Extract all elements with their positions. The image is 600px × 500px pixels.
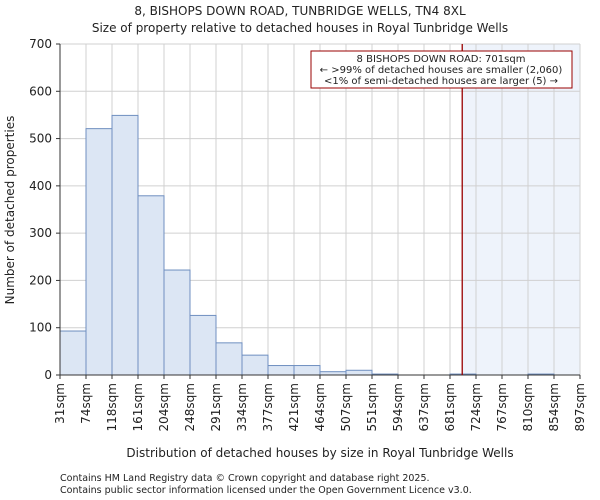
x-tick-label: 551sqm bbox=[365, 383, 379, 431]
bar-31sqm bbox=[59, 330, 87, 376]
x-tick-label: 897sqm bbox=[573, 383, 587, 431]
y-tick-label: 300 bbox=[29, 226, 52, 240]
x-tick-label: 248sqm bbox=[183, 383, 197, 431]
x-tick-label: 637sqm bbox=[417, 383, 431, 431]
y-tick-label: 0 bbox=[44, 368, 52, 382]
annotation-box bbox=[310, 50, 573, 89]
x-tick-label: 377sqm bbox=[261, 383, 275, 431]
bar-334sqm bbox=[241, 354, 269, 376]
x-tick-label: 204sqm bbox=[157, 383, 171, 431]
y-tick-label: 400 bbox=[29, 179, 52, 193]
x-tick-label: 74sqm bbox=[79, 383, 93, 424]
x-tick-label: 767sqm bbox=[495, 383, 509, 431]
bar-74sqm bbox=[85, 128, 113, 376]
footer-line-1: Contains HM Land Registry data © Crown c… bbox=[60, 473, 430, 484]
x-tick-label: 291sqm bbox=[209, 383, 223, 431]
x-axis-label: Distribution of detached houses by size … bbox=[126, 446, 513, 460]
x-tick-label: 854sqm bbox=[547, 383, 561, 431]
chart-title: 8, BISHOPS DOWN ROAD, TUNBRIDGE WELLS, T… bbox=[134, 4, 466, 18]
bar-161sqm bbox=[137, 195, 165, 376]
bar-507sqm bbox=[345, 369, 373, 376]
bar-377sqm bbox=[267, 365, 295, 376]
annotation-line-3: <1% of semi-detached houses are larger (… bbox=[324, 76, 558, 87]
x-tick-label: 31sqm bbox=[53, 383, 67, 424]
y-axis-label: Number of detached properties bbox=[3, 116, 17, 305]
bar-118sqm bbox=[111, 114, 139, 376]
x-tick-label: 507sqm bbox=[339, 383, 353, 431]
footer-line-2: Contains public sector information licen… bbox=[60, 485, 472, 496]
y-tick-label: 200 bbox=[29, 273, 52, 287]
y-tick-label: 600 bbox=[29, 84, 52, 98]
chart-subtitle: Size of property relative to detached ho… bbox=[92, 21, 508, 35]
bar-204sqm bbox=[163, 269, 191, 376]
x-tick-label: 118sqm bbox=[105, 383, 119, 431]
x-tick-label: 421sqm bbox=[287, 383, 301, 431]
x-tick-label: 334sqm bbox=[235, 383, 249, 431]
annotation-line-2: ← >99% of detached houses are smaller (2… bbox=[320, 65, 563, 76]
y-tick-label: 100 bbox=[29, 321, 52, 335]
x-tick-label: 594sqm bbox=[391, 383, 405, 431]
bar-291sqm bbox=[215, 342, 243, 376]
annotation-line-1: 8 BISHOPS DOWN ROAD: 701sqm bbox=[357, 54, 526, 65]
bar-421sqm bbox=[293, 365, 321, 376]
x-tick-label: 681sqm bbox=[443, 383, 457, 431]
x-tick-label: 724sqm bbox=[469, 383, 483, 431]
highlight-region bbox=[462, 44, 580, 375]
bar-248sqm bbox=[189, 314, 217, 376]
x-tick-label: 464sqm bbox=[313, 383, 327, 431]
y-tick-label: 700 bbox=[29, 37, 52, 51]
plot-area: 0 100 200 300 400 500 600 700 31sqm 74sqm 118sqm 16… bbox=[29, 37, 587, 431]
y-tick-label: 500 bbox=[29, 132, 52, 146]
x-tick-label: 810sqm bbox=[521, 383, 535, 431]
x-tick-label: 161sqm bbox=[131, 383, 145, 431]
